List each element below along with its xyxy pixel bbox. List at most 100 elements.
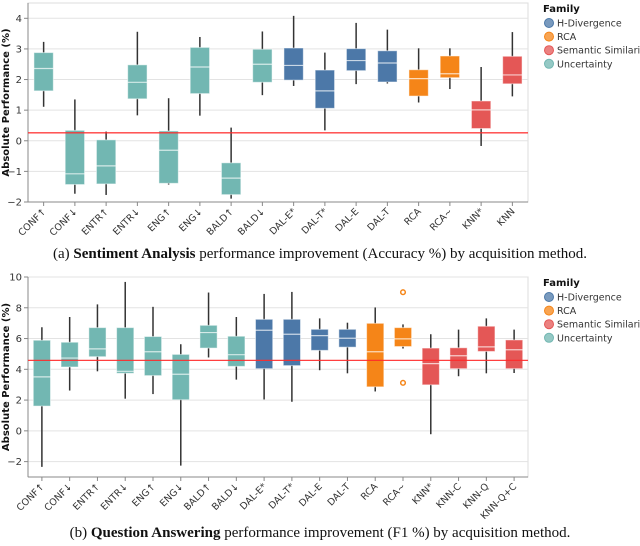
x-tick-label: ENTR↑ — [71, 481, 102, 512]
box-ENG↑ — [158, 98, 179, 185]
box-iqr — [377, 50, 398, 83]
box-BALD↓ — [252, 31, 273, 96]
x-tick-label: ENTR↓ — [111, 206, 142, 237]
x-tick-label: ENG↑ — [130, 481, 158, 509]
box-CONF↑ — [32, 327, 51, 467]
box-iqr — [171, 353, 190, 401]
box-iqr — [158, 130, 179, 184]
legend-swatch-icon — [544, 332, 554, 343]
box-iqr — [421, 347, 440, 386]
box-iqr — [283, 47, 304, 81]
y-tick-label: −1 — [7, 167, 22, 178]
caption-prefix: (a) — [52, 246, 70, 262]
y-tick-label: 8 — [16, 303, 22, 314]
box-ENG↓ — [171, 344, 190, 466]
legend-title: Family — [543, 4, 580, 15]
box-iqr — [470, 100, 492, 130]
box-ENTR↓ — [127, 31, 148, 116]
y-tick-label: −2 — [7, 198, 22, 209]
box-iqr — [505, 339, 524, 370]
caption-a: (a) Sentiment Analysis performance impro… — [0, 246, 640, 263]
y-tick-label: 3 — [16, 44, 22, 55]
legend-title: Family — [543, 278, 580, 289]
box-RCA~ — [393, 289, 413, 386]
box-RCA — [408, 48, 429, 103]
legend-swatch-icon — [544, 305, 554, 316]
y-tick-label: 4 — [16, 14, 22, 25]
x-tick-label: DAL-T — [326, 481, 353, 508]
outlier-point — [399, 289, 407, 296]
box-iqr — [477, 325, 496, 352]
box-iqr — [502, 55, 523, 85]
box-iqr — [449, 347, 468, 370]
box-BALD↓ — [227, 317, 246, 380]
y-tick-label: 2 — [16, 75, 22, 86]
box-iqr — [282, 318, 301, 367]
box-iqr — [393, 327, 413, 348]
box-iqr — [64, 129, 86, 186]
x-tick-label: CONF↓ — [48, 206, 80, 238]
box-CONF↓ — [64, 99, 86, 194]
box-KNN* — [421, 334, 440, 435]
x-tick-label: RCA — [359, 481, 381, 503]
box-iqr — [227, 335, 246, 367]
box-iqr — [310, 328, 329, 351]
box-iqr — [220, 162, 242, 196]
x-tick-label: DAL-T* — [300, 206, 330, 236]
box-DAL-E* — [255, 293, 274, 400]
x-tick-label: BALD↓ — [236, 206, 268, 238]
box-DAL-T — [338, 322, 357, 374]
box-CONF↓ — [60, 317, 79, 391]
box-iqr — [252, 48, 273, 83]
box-iqr — [33, 52, 54, 92]
caption-prefix: (b) — [69, 525, 88, 541]
box-DAL-E* — [283, 15, 304, 86]
legend-swatch-icon — [544, 31, 554, 42]
x-tick-label: ENG↓ — [177, 206, 205, 234]
legend-swatch-icon — [544, 18, 554, 28]
box-iqr — [255, 318, 274, 370]
box-KNN-C — [449, 329, 468, 377]
x-tick-label: ENTR↓ — [99, 481, 130, 512]
caption-text: performance improvement (Accuracy %) by … — [199, 246, 588, 262]
x-tick-label: ENTR↑ — [80, 206, 111, 237]
box-KNN-Q — [477, 318, 496, 374]
box-ENG↑ — [143, 306, 163, 395]
box-iqr — [439, 55, 461, 79]
box-DAL-T — [377, 29, 398, 84]
legend: Family H-Divergence RCA Semantic Similarity… — [543, 4, 640, 70]
box-BALD↑ — [199, 292, 218, 358]
x-tick-label: RCA~ — [428, 206, 455, 233]
box-iqr — [95, 139, 117, 185]
x-tick-label: CONF↑ — [16, 206, 48, 238]
plot-frame — [27, 276, 529, 478]
box-iqr — [116, 327, 135, 374]
box-BALD↑ — [220, 127, 242, 199]
y-tick-label: 2 — [16, 396, 22, 407]
x-tick-label: BALD↑ — [182, 481, 214, 513]
x-tick-label: DAL-T* — [267, 481, 297, 511]
x-tick-label: CONF↓ — [43, 481, 75, 513]
box-RCA — [366, 307, 385, 392]
box-DAL-E — [310, 318, 329, 371]
legend-entry: RCA — [557, 32, 577, 43]
box-iqr — [199, 324, 218, 349]
legend: Family H-Divergence RCA Semantic Similarity… — [543, 278, 640, 344]
box-ENTR↑ — [95, 131, 117, 195]
y-tick-label: 0 — [16, 426, 22, 437]
legend-swatch-icon — [544, 45, 554, 56]
legend-swatch-icon — [544, 319, 554, 330]
legend-swatch-icon — [544, 292, 554, 302]
box-ENG↓ — [189, 36, 211, 116]
x-tick-label: CONF↑ — [15, 481, 47, 513]
legend-entry: H-Divergence — [557, 293, 622, 304]
box-iqr — [60, 341, 79, 368]
x-tick-label: KNN — [495, 206, 517, 228]
box-DAL-E — [345, 22, 367, 85]
y-axis-title: Absolute Performance (%) — [1, 303, 12, 451]
y-tick-label: −2 — [7, 457, 22, 468]
x-tick-label: DAL-E* — [268, 206, 299, 237]
box-ENTR↓ — [116, 281, 135, 399]
y-tick-label: 1 — [16, 106, 22, 117]
